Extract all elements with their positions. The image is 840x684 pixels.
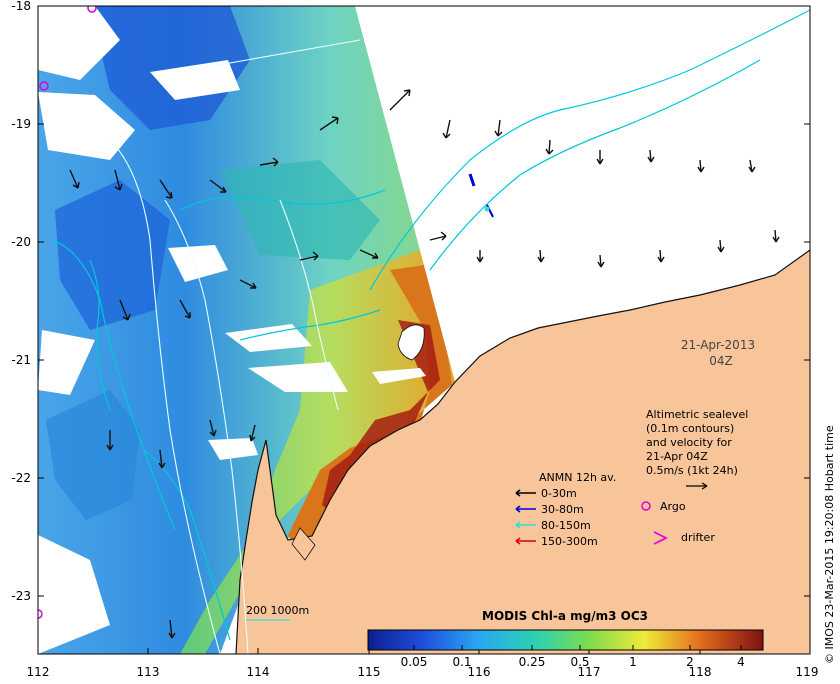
copyright-text: © IMOS 23-Mar-2015 19:20:08 Hobart time bbox=[823, 425, 836, 664]
altimetry-line-5: 0.5m/s (1kt 24h) bbox=[646, 464, 738, 477]
satellite-swath-gap bbox=[355, 6, 810, 382]
ocean-chlorophyll-field bbox=[38, 6, 455, 654]
bathymetry-label: 200 1000m bbox=[246, 604, 309, 617]
cloud-mask-small bbox=[208, 438, 258, 460]
x-tick-114: 114 bbox=[247, 665, 270, 679]
island-1 bbox=[397, 324, 425, 361]
altimetry-line-3: and velocity for bbox=[646, 436, 732, 449]
y-tick-20: -20 bbox=[11, 235, 31, 249]
y-tick-23: -23 bbox=[11, 589, 31, 603]
drifter-legend-label: drifter bbox=[681, 531, 715, 544]
colorbar: MODIS Chl-a mg/m3 OC3 0.05 0.1 0.25 0.5 … bbox=[367, 609, 764, 669]
x-tick-115: 115 bbox=[358, 665, 381, 679]
argo-legend-label: Argo bbox=[660, 500, 686, 513]
x-tick-113: 113 bbox=[137, 665, 160, 679]
x-tick-118: 118 bbox=[689, 665, 712, 679]
x-tick-117: 117 bbox=[578, 665, 601, 679]
y-tick-22: -22 bbox=[11, 471, 31, 485]
altimetry-line-1: Altimetric sealevel bbox=[646, 408, 748, 421]
colorbar-tick-01: 0.1 bbox=[452, 655, 471, 669]
drifter-legend-icon bbox=[653, 531, 669, 545]
axis-ticks bbox=[37, 5, 811, 654]
x-tick-112: 112 bbox=[27, 665, 50, 679]
altimetry-line-4: 21-Apr 04Z bbox=[646, 450, 708, 463]
anmn-label-4: 150-300m bbox=[541, 535, 598, 548]
colorbar-tick-4: 4 bbox=[737, 655, 745, 669]
mid-blue-patch bbox=[55, 180, 170, 330]
cloud-mask-southwest bbox=[38, 535, 110, 654]
colorbar-gradient bbox=[367, 629, 764, 651]
time-text: 04Z bbox=[709, 354, 733, 368]
headland bbox=[291, 527, 316, 561]
anmn-label-2: 30-80m bbox=[541, 503, 584, 516]
colorbar-tick-05: 0.5 bbox=[570, 655, 589, 669]
velocity-arrows bbox=[69, 89, 780, 639]
blue-patch-lower bbox=[46, 390, 140, 520]
x-tick-119: 119 bbox=[796, 665, 819, 679]
isobaths bbox=[109, 39, 361, 654]
coastline bbox=[235, 249, 810, 654]
argo-markers bbox=[38, 6, 97, 619]
anmn-label-1: 0-30m bbox=[541, 487, 577, 500]
plot-frame bbox=[37, 5, 811, 655]
marker-legend: Argo drifter bbox=[641, 500, 715, 545]
colorbar-tick-025: 0.25 bbox=[519, 655, 546, 669]
anmn-legend: ANMN 12h av. 0-30m 30-80m 80-150m 150-30… bbox=[515, 471, 616, 548]
cloud-mask-west-2 bbox=[38, 330, 95, 395]
colorbar-tick-2: 2 bbox=[686, 655, 694, 669]
bathymetry-legend: 200 1000m bbox=[246, 604, 309, 621]
x-tick-116: 116 bbox=[468, 665, 491, 679]
colorbar-tick-1: 1 bbox=[629, 655, 637, 669]
anmn-station-markers bbox=[468, 173, 494, 218]
date-time-label: 21-Apr-2013 04Z bbox=[681, 338, 755, 368]
cloud-mask-top bbox=[150, 60, 240, 100]
anmn-label-3: 80-150m bbox=[541, 519, 591, 532]
colorbar-title: MODIS Chl-a mg/m3 OC3 bbox=[482, 609, 648, 623]
y-tick-21: -21 bbox=[11, 353, 31, 367]
cloud-mask-center bbox=[168, 245, 228, 282]
altimetry-note: Altimetric sealevel (0.1m contours) and … bbox=[646, 408, 748, 490]
y-tick-18: -18 bbox=[11, 0, 31, 13]
cloud-mask-west bbox=[38, 92, 135, 160]
green-blue-patch bbox=[220, 160, 380, 260]
axis-labels: 112 113 114 115 116 117 118 119 -18 -19 … bbox=[11, 0, 818, 679]
island-2 bbox=[372, 368, 426, 384]
anmn-title: ANMN 12h av. bbox=[539, 471, 616, 484]
colorbar-tick-005: 0.05 bbox=[401, 655, 428, 669]
date-text: 21-Apr-2013 bbox=[681, 338, 755, 352]
map-plot bbox=[38, 6, 810, 654]
dark-blue-patch bbox=[90, 6, 250, 130]
cloud-mask-band-2 bbox=[225, 324, 312, 352]
cloud-mask-nw bbox=[38, 6, 120, 80]
altimetry-line-2: (0.1m contours) bbox=[646, 422, 734, 435]
argo-legend-icon bbox=[641, 501, 651, 511]
land-area bbox=[236, 250, 810, 654]
y-tick-19: -19 bbox=[11, 117, 31, 131]
cloud-mask-band bbox=[248, 362, 348, 392]
